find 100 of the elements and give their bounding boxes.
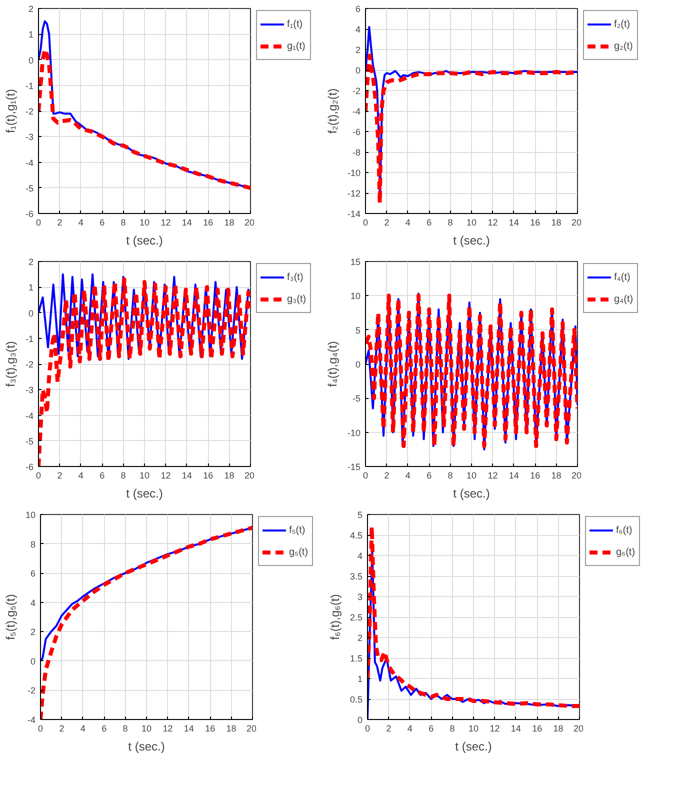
y-tick-label: -6 [26, 209, 34, 219]
y-axis-title: f₆(t),g₆(t) [328, 594, 342, 640]
x-tick-label: 18 [224, 218, 234, 228]
y-tick-label: 4.5 [350, 530, 363, 540]
y-tick-label: 4 [355, 24, 361, 34]
x-tick-label: 4 [405, 470, 410, 480]
x-tick-label: 8 [120, 218, 126, 228]
x-tick-label: 8 [120, 470, 126, 480]
legend-label: g₃(t) [287, 294, 307, 304]
x-tick-label: 20 [244, 470, 255, 480]
x-tick-label: 16 [530, 218, 540, 228]
y-tick-label: -15 [347, 462, 361, 472]
y-tick-label: -1 [26, 334, 34, 344]
x-axis-title: t (sec.) [453, 486, 490, 500]
y-tick-label: 4 [30, 598, 36, 608]
legend-label: g₂(t) [614, 40, 634, 52]
y-tick-label: -5 [26, 183, 34, 194]
x-tick-label: 10 [468, 724, 479, 734]
x-tick-label: 6 [426, 470, 432, 480]
y-tick-label: 2.5 [350, 612, 363, 622]
y-tick-label: -4 [26, 158, 34, 168]
x-tick-label: 16 [532, 724, 542, 734]
x-tick-label: 20 [573, 724, 584, 734]
x-tick-label: 12 [488, 470, 498, 480]
y-tick-label: -10 [347, 428, 361, 438]
y-tick-label: 8 [30, 539, 36, 550]
x-tick-label: 4 [80, 724, 86, 734]
y-axis-title: f₁(t),g₁(t) [4, 88, 18, 134]
x-tick-label: 8 [122, 724, 128, 734]
y-tick-label: 15 [350, 257, 361, 267]
x-tick-label: 20 [571, 470, 582, 480]
x-tick-label: 20 [244, 218, 255, 228]
y-tick-label: -14 [347, 209, 361, 219]
x-tick-label: 16 [203, 218, 214, 228]
x-tick-label: 12 [160, 218, 171, 228]
x-tick-label: 12 [162, 724, 173, 734]
y-tick-label: 10 [350, 291, 361, 302]
y-tick-label: 6 [30, 568, 36, 579]
x-tick-label: 2 [386, 724, 392, 734]
x-axis-title: t (sec.) [126, 234, 163, 248]
x-tick-label: 8 [450, 724, 455, 734]
x-tick-label: 8 [448, 218, 453, 228]
x-tick-label: 10 [141, 724, 152, 734]
y-axis-title: f₃(t),g₃(t) [4, 341, 18, 387]
y-tick-label: 4 [357, 551, 363, 561]
legend-label: f₄(t) [614, 272, 632, 282]
legend-label: g₁(t) [287, 40, 306, 52]
y-tick-label: 2 [30, 627, 36, 638]
x-tick-label: 10 [139, 470, 150, 480]
y-tick-label: -8 [352, 148, 361, 158]
y-tick-label: -6 [352, 127, 361, 137]
y-tick-label: -2 [28, 686, 36, 696]
x-tick-label: 2 [57, 470, 62, 480]
x-tick-label: 6 [102, 724, 107, 734]
x-tick-label: 14 [184, 724, 194, 734]
y-tick-label: 2 [28, 257, 34, 267]
x-tick-label: 16 [530, 470, 540, 480]
x-tick-label: 10 [466, 470, 477, 480]
x-tick-label: 8 [448, 470, 453, 480]
x-tick-label: 14 [508, 218, 519, 228]
x-tick-label: 14 [510, 724, 521, 734]
y-tick-label: -6 [26, 462, 34, 472]
y-tick-label: 2 [357, 633, 363, 643]
x-tick-label: 4 [405, 218, 410, 228]
legend-label: g₄(t) [614, 294, 634, 304]
y-tick-label: -4 [28, 715, 36, 725]
y-tick-label: 0 [30, 656, 36, 666]
x-tick-label: 0 [364, 724, 370, 734]
x-tick-label: 14 [182, 218, 192, 228]
x-tick-label: 12 [490, 724, 500, 734]
y-tick-label: 5 [357, 510, 363, 520]
legend-label: f₁(t) [287, 18, 304, 30]
y-tick-label: 1 [28, 30, 34, 40]
x-tick-label: 4 [407, 724, 412, 734]
x-tick-label: 14 [508, 470, 519, 480]
x-axis-title: t (sec.) [126, 486, 163, 500]
x-tick-label: 2 [59, 724, 64, 734]
y-tick-label: 1.5 [350, 654, 363, 664]
x-tick-label: 0 [38, 724, 44, 734]
y-tick-label: 3 [357, 592, 363, 602]
x-tick-label: 2 [57, 218, 62, 228]
x-tick-label: 20 [571, 218, 582, 228]
x-tick-label: 18 [551, 218, 562, 228]
x-axis-title: t (sec.) [455, 740, 492, 754]
y-tick-label: -5 [352, 394, 361, 404]
x-tick-label: 20 [246, 724, 257, 734]
y-tick-label: -1 [26, 80, 34, 91]
y-tick-label: -4 [352, 106, 361, 116]
y-tick-label: 1 [357, 674, 363, 684]
x-tick-label: 18 [226, 724, 236, 734]
legend-label: g₅(t) [289, 546, 309, 558]
legend-label: f₃(t) [287, 272, 304, 282]
x-tick-label: 14 [182, 470, 192, 480]
y-tick-label: 3.5 [350, 572, 363, 582]
y-axis-title: f₅(t),g₅(t) [3, 594, 18, 640]
y-tick-label: 0 [355, 360, 361, 370]
x-tick-label: 2 [384, 218, 390, 228]
y-tick-label: 0.5 [350, 694, 363, 704]
x-tick-label: 10 [466, 218, 477, 228]
y-tick-label: 1 [28, 282, 34, 293]
